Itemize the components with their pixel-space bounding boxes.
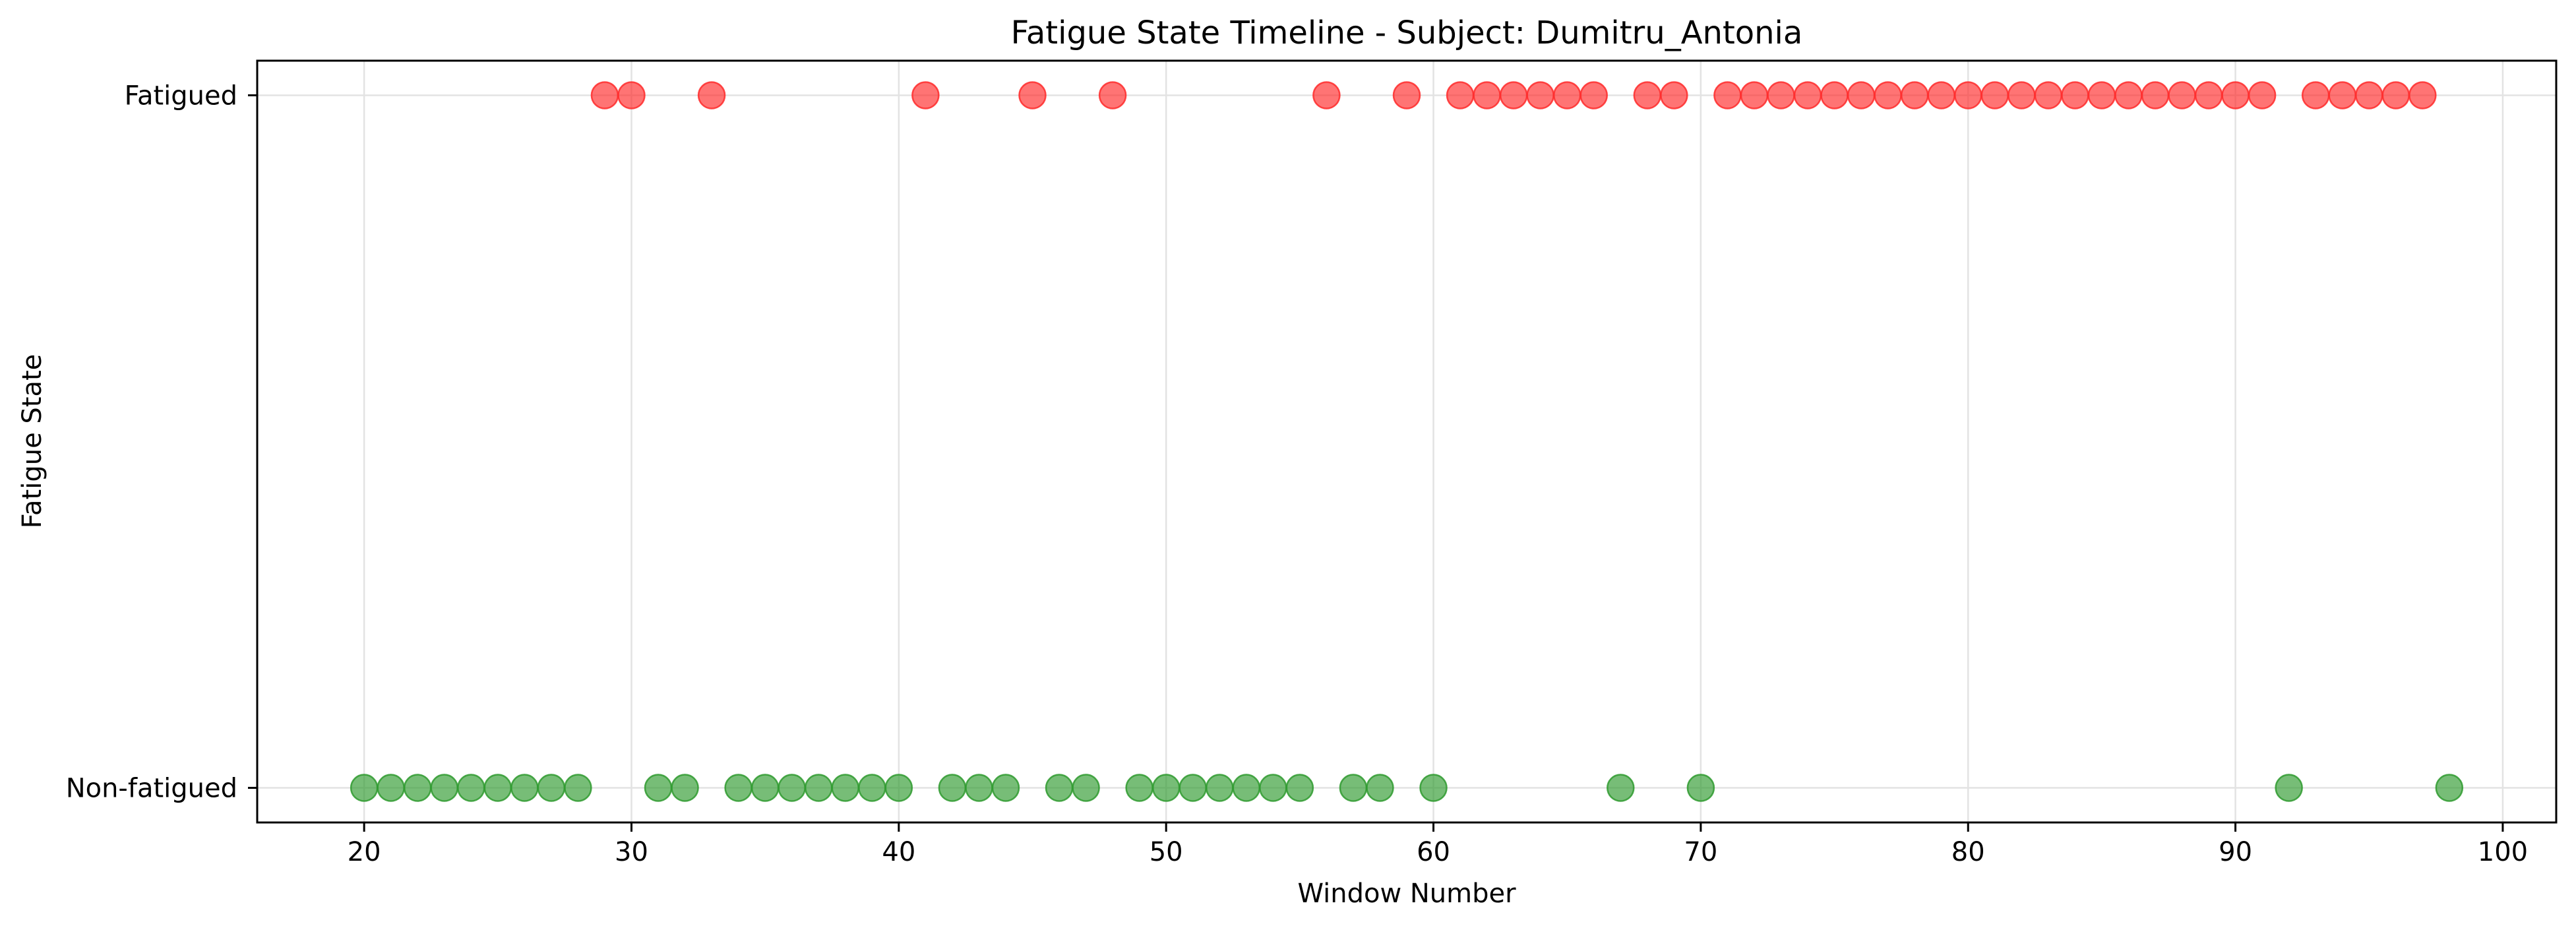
non-fatigued-point (778, 774, 806, 802)
fatigued-point (2248, 81, 2277, 109)
non-fatigued-point (1285, 774, 1314, 802)
fatigued-point (2381, 81, 2410, 109)
fatigued-point (1579, 81, 1608, 109)
fatigued-point (1098, 81, 1127, 109)
non-fatigued-point (644, 774, 673, 802)
non-fatigued-point (510, 774, 539, 802)
fatigued-point (2328, 81, 2356, 109)
non-fatigued-point (350, 774, 379, 802)
fatigued-point (2061, 81, 2089, 109)
fatigued-point (1953, 81, 1982, 109)
fatigued-point (2301, 81, 2330, 109)
x-axis-label: Window Number (1297, 879, 1516, 909)
chart-title: Fatigue State Timeline - Subject: Dumitr… (1011, 15, 1803, 51)
fatigued-point (1526, 81, 1554, 109)
fatigued-point (1633, 81, 1662, 109)
non-fatigued-point (1125, 774, 1153, 802)
fatigued-point (1980, 81, 2009, 109)
fatigued-point (1312, 81, 1341, 109)
fatigued-point (1018, 81, 1047, 109)
fatigued-point (697, 81, 726, 109)
fatigued-point (1660, 81, 1688, 109)
non-fatigued-point (403, 774, 432, 802)
fatigued-point (2194, 81, 2223, 109)
fatigued-point (1740, 81, 1769, 109)
non-fatigued-point (483, 774, 512, 802)
non-fatigued-point (1686, 774, 1715, 802)
x-tick-label: 60 (1417, 837, 1450, 867)
fatigued-point (2114, 81, 2143, 109)
non-fatigued-point (1607, 774, 1635, 802)
non-fatigued-point (1179, 774, 1207, 802)
fatigued-point (2168, 81, 2196, 109)
fatigued-point (2141, 81, 2170, 109)
fatigued-point (1847, 81, 1876, 109)
axis-ticks: 20 30 40 50 60 70 80 90 100 Non-fatigued Fatigued (66, 81, 2528, 868)
fatigued-point (1820, 81, 1849, 109)
non-fatigued-point (804, 774, 833, 802)
non-fatigued-point (1419, 774, 1448, 802)
x-tick-label: 100 (2478, 837, 2528, 867)
y-tick-label: Fatigued (125, 81, 237, 111)
x-tick-label: 30 (615, 837, 648, 867)
fatigued-point (2408, 81, 2437, 109)
non-fatigued-point (938, 774, 967, 802)
fatigued-point (911, 81, 940, 109)
fatigued-point (2087, 81, 2116, 109)
non-fatigued-point (991, 774, 1020, 802)
non-fatigued-point (884, 774, 913, 802)
non-fatigued-point (457, 774, 485, 802)
non-fatigued-point (1045, 774, 1074, 802)
data-points (350, 81, 2464, 802)
x-tick-label: 40 (882, 837, 915, 867)
non-fatigued-point (564, 774, 592, 802)
fatigued-point (1392, 81, 1421, 109)
non-fatigued-point (430, 774, 458, 802)
fatigued-point (2221, 81, 2250, 109)
fatigued-point (1499, 81, 1528, 109)
x-tick-label: 90 (2219, 837, 2252, 867)
plot-frame (256, 59, 2558, 824)
non-fatigued-point (1151, 774, 1181, 802)
fatigued-point (1473, 81, 1501, 109)
non-fatigued-point (671, 774, 699, 802)
fatigued-point (1552, 81, 1581, 109)
x-tick-label: 70 (1684, 837, 1717, 867)
x-tick-label: 50 (1150, 837, 1183, 867)
non-fatigued-point (1206, 774, 1234, 802)
y-axis-label: Fatigue State (17, 354, 47, 529)
non-fatigued-point (724, 774, 752, 802)
fatigued-point (1767, 81, 1795, 109)
fatigued-point (2008, 81, 2036, 109)
fatigued-point (1446, 81, 1475, 109)
non-fatigued-point (1072, 774, 1100, 802)
y-tick-label: Non-fatigued (66, 774, 237, 804)
non-fatigued-point (2435, 774, 2464, 802)
fatigued-point (1900, 81, 1929, 109)
x-tick-label: 80 (1951, 837, 1985, 867)
non-fatigued-point (1232, 774, 1261, 802)
fatigued-point (617, 81, 646, 109)
fatigued-point (2355, 81, 2383, 109)
non-fatigued-point (751, 774, 780, 802)
fatigued-point (1793, 81, 1822, 109)
fatigued-point (1713, 81, 1742, 109)
non-fatigued-point (831, 774, 860, 802)
non-fatigued-point (858, 774, 886, 802)
fatigued-point (1874, 81, 1902, 109)
non-fatigued-point (1339, 774, 1368, 802)
fatigued-point (1927, 81, 1955, 109)
fatigued-point (2034, 81, 2063, 109)
non-fatigued-point (1259, 774, 1287, 802)
non-fatigued-point (1366, 774, 1394, 802)
non-fatigued-point (2275, 774, 2303, 802)
non-fatigued-point (377, 774, 405, 802)
x-tick-label: 20 (348, 837, 381, 867)
non-fatigued-point (537, 774, 566, 802)
fatigued-point (590, 81, 619, 109)
non-fatigued-point (965, 774, 993, 802)
